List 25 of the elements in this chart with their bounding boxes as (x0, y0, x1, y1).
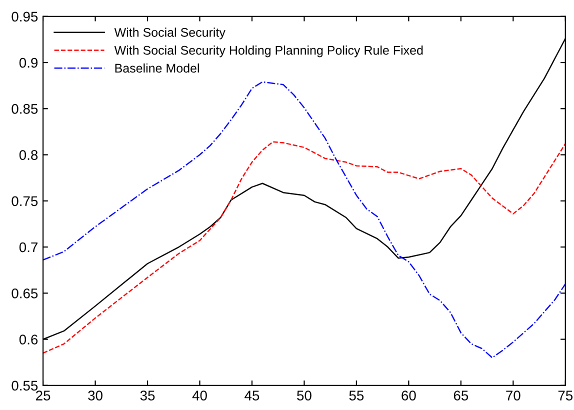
x-tick-label: 60 (402, 390, 416, 400)
line-series (43, 141, 566, 354)
x-tick-label: 50 (297, 390, 312, 400)
y-tick-label: 0.8 (19, 150, 38, 160)
y-tick-label: 0.6 (19, 334, 38, 344)
x-tick-label: 45 (244, 390, 260, 400)
y-tick-label: 0.55 (12, 380, 38, 391)
y-tick-label: 0.7 (19, 242, 38, 252)
x-tick-label: 25 (36, 390, 50, 400)
y-tick-label: 0.65 (12, 288, 38, 298)
x-tick-label: 65 (454, 390, 468, 400)
line-series (43, 81, 566, 358)
x-tick-label: 55 (349, 390, 364, 400)
y-tick-label: 0.85 (12, 104, 38, 114)
y-tick-label: 0.9 (19, 58, 38, 68)
x-tick-label: 30 (88, 390, 102, 400)
x-tick-label: 70 (506, 390, 520, 400)
x-tick-label: 40 (192, 390, 207, 400)
legend-label: With Social Security (114, 28, 226, 40)
y-tick-label: 0.75 (12, 196, 38, 206)
x-tick-label: 35 (140, 390, 155, 400)
legend-label: Baseline Model (115, 63, 199, 73)
legend-label: With Social Security Holding Planning Policy Rule Fixed (114, 46, 423, 58)
x-tick-label: 75 (558, 390, 573, 400)
y-tick-label: 0.95 (12, 12, 38, 22)
